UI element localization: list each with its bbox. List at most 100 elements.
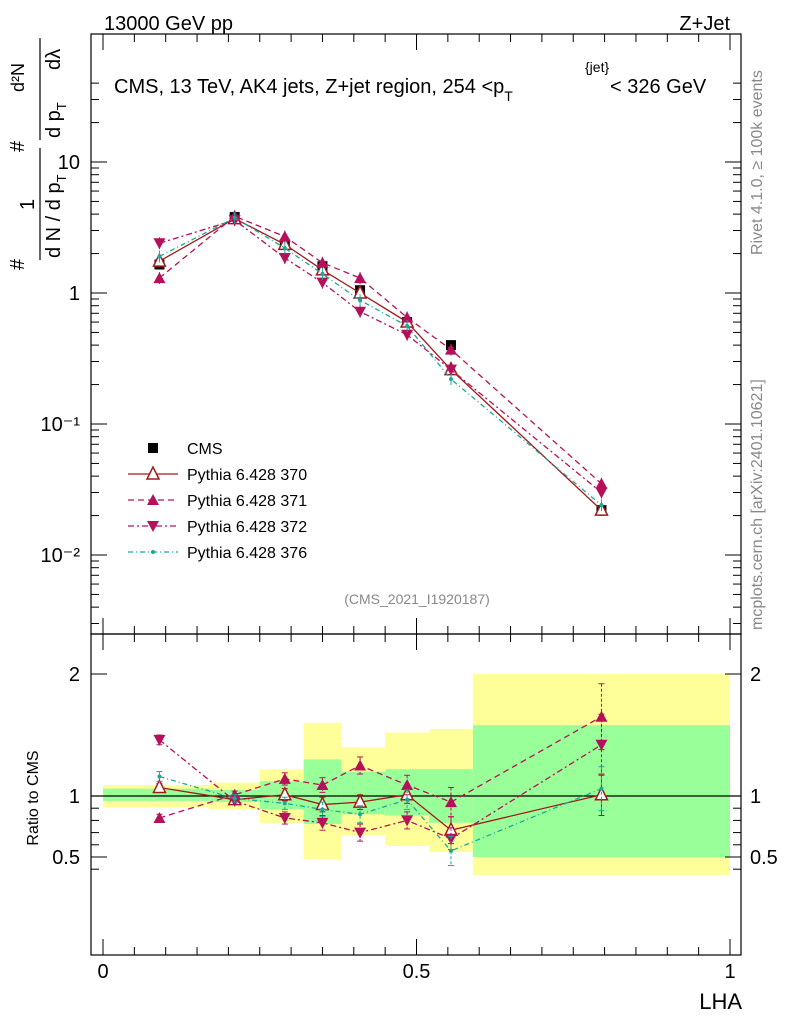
watermark: (CMS_2021_I1920187)	[344, 591, 490, 607]
main-line-pythia-6-428-371	[159, 215, 602, 485]
legend-label-pythia-6-428-371: Pythia 6.428 371	[187, 493, 307, 510]
ylabel-dpt-sub: T	[54, 102, 69, 110]
main-point-pythia-6-428-371	[595, 477, 608, 489]
ratio-point-pythia-6-428-376	[405, 797, 410, 802]
ratio-point-pythia-6-428-376	[448, 848, 453, 853]
main-panel-axes: 10⁻² 10⁻¹ 1 10 0.5 0.5 1 1 2 2 0 0.5 1	[41, 34, 778, 983]
ratio-point-pythia-6-428-372	[278, 812, 291, 824]
main-point-pythia-6-428-372	[354, 306, 367, 318]
ratio-point-pythia-6-428-376	[232, 796, 237, 801]
ylabel-dpt: d pT	[43, 102, 69, 138]
main-line-pythia-6-428-370	[159, 217, 602, 511]
main-point-pythia-6-428-376	[232, 215, 237, 220]
main-point-pythia-6-428-371	[278, 230, 291, 242]
ylabel-den-text: d N / d p	[43, 182, 65, 258]
main-point-pythia-6-428-372	[316, 277, 329, 289]
header-left: 13000 GeV pp	[104, 13, 233, 35]
xtick-label: 1	[724, 961, 735, 983]
main-panel-frame	[90, 33, 742, 635]
legend-marker-pythia-6-428-376	[151, 550, 155, 554]
ylabel-hash-1: #	[7, 258, 29, 270]
ratio-point-pythia-6-428-372	[316, 817, 329, 829]
ratio-point-pythia-6-428-371	[401, 779, 414, 791]
ratio-point-pythia-6-428-370	[152, 778, 167, 794]
ratio-line-pythia-6-428-371	[159, 716, 602, 819]
ratio-point-pythia-6-428-376	[599, 786, 604, 791]
ratio-point-pythia-6-428-372	[153, 734, 166, 746]
header-right: Z+Jet	[679, 13, 730, 35]
main-point-pythia-6-428-371	[354, 272, 367, 284]
legend-marker-cms	[148, 443, 158, 453]
legend: CMS Pythia 6.428 370 Pythia 6.428 371 Pythi…	[128, 441, 307, 562]
ratio-point-pythia-6-428-372	[595, 739, 608, 751]
main-point-pythia-6-428-376	[599, 503, 604, 508]
ratio-point-pythia-6-428-371	[278, 772, 291, 784]
ratio-line-pythia-6-428-376	[159, 775, 602, 852]
main-point-pythia-6-428-372	[153, 238, 166, 250]
ratio-point-pythia-6-428-371	[316, 779, 329, 791]
ratio-ytick-label-left: 1	[69, 786, 80, 808]
main-point-pythia-6-428-376	[358, 298, 363, 303]
main-point-pythia-6-428-371	[444, 343, 457, 355]
legend-marker-pythia-6-428-370	[145, 465, 161, 480]
legend-label-pythia-6-428-370: Pythia 6.428 370	[187, 467, 307, 484]
main-point-pythia-6-428-372	[401, 329, 414, 341]
main-point-pythia-6-428-371	[401, 311, 414, 323]
main-ytick-label: 1	[69, 283, 80, 305]
y-axis-label-top: # 1 d N / d pT # d²N d pT dλ	[7, 38, 69, 270]
title-sub: T	[504, 88, 513, 104]
panel-frames	[90, 33, 742, 956]
main-line-pythia-6-428-376	[159, 217, 602, 506]
ratio-ytick-label-right: 0.5	[750, 847, 778, 869]
ylabel-hash-2: #	[7, 140, 29, 152]
main-point-pythia-6-428-376	[282, 246, 287, 251]
ratio-point-pythia-6-428-376	[358, 812, 363, 817]
main-point-pythia-6-428-372	[444, 364, 457, 376]
title-main: CMS, 13 TeV, AK4 jets, Z+jet region, 254…	[114, 76, 504, 98]
ratio-ytick-label-left: 0.5	[52, 847, 80, 869]
ylabel-dlambda: dλ	[43, 49, 65, 70]
ratio-ytick-label-left: 2	[69, 664, 80, 686]
ratio-ytick-label-right: 1	[750, 786, 761, 808]
ratio-point-pythia-6-428-371	[444, 796, 457, 808]
legend-marker-pythia-6-428-372	[147, 521, 159, 532]
main-ytick-label: 10⁻¹	[41, 414, 81, 436]
ratio-point-pythia-6-428-376	[320, 807, 325, 812]
title-tail: < 326 GeV	[610, 76, 707, 98]
legend-marker-pythia-6-428-371	[147, 494, 159, 505]
ratio-point-pythia-6-428-371	[354, 759, 367, 771]
main-panel-series	[152, 209, 609, 517]
x-axis-label: LHA	[699, 989, 742, 1014]
legend-label-pythia-6-428-372: Pythia 6.428 372	[187, 519, 307, 536]
uncertainty-bands	[91, 674, 741, 876]
main-point-pythia-6-428-376	[157, 254, 162, 259]
rivet-label: Rivet 4.1.0, ≥ 100k events	[749, 70, 766, 255]
ratio-panel-frame	[90, 633, 742, 956]
main-ytick-label: 10⁻²	[41, 545, 81, 567]
main-line-pythia-6-428-372	[159, 219, 602, 494]
ratio-point-pythia-6-428-376	[282, 801, 287, 806]
ylabel-den: d N / d pT	[43, 174, 69, 258]
main-ytick-label: 10	[58, 152, 80, 174]
ylabel-den-sub: T	[54, 174, 69, 182]
plot-title: CMS, 13 TeV, AK4 jets, Z+jet region, 254…	[114, 76, 513, 104]
title-sup: {jet}	[585, 59, 609, 75]
main-point-pythia-6-428-372	[278, 253, 291, 265]
main-point-pythia-6-428-376	[405, 323, 410, 328]
main-point-pythia-6-428-371	[316, 256, 329, 268]
main-point-pythia-6-428-372	[595, 487, 608, 499]
ratio-panel-series	[152, 683, 609, 867]
main-point-pythia-6-428-371	[153, 272, 166, 284]
main-point-pythia-6-428-376	[320, 271, 325, 276]
ylabel-d2n: d²N	[8, 63, 28, 92]
ratio-point-pythia-6-428-372	[354, 827, 367, 839]
xtick-label: 0.5	[403, 961, 431, 983]
legend-label-pythia-6-428-376: Pythia 6.428 376	[187, 545, 307, 562]
xtick-label: 0	[97, 961, 108, 983]
ylabel-dpt-text: d p	[43, 110, 65, 138]
ratio-ytick-label-right: 2	[750, 664, 761, 686]
ratio-point-pythia-6-428-372	[401, 815, 414, 827]
y-axis-label-ratio: Ratio to CMS	[25, 750, 42, 845]
